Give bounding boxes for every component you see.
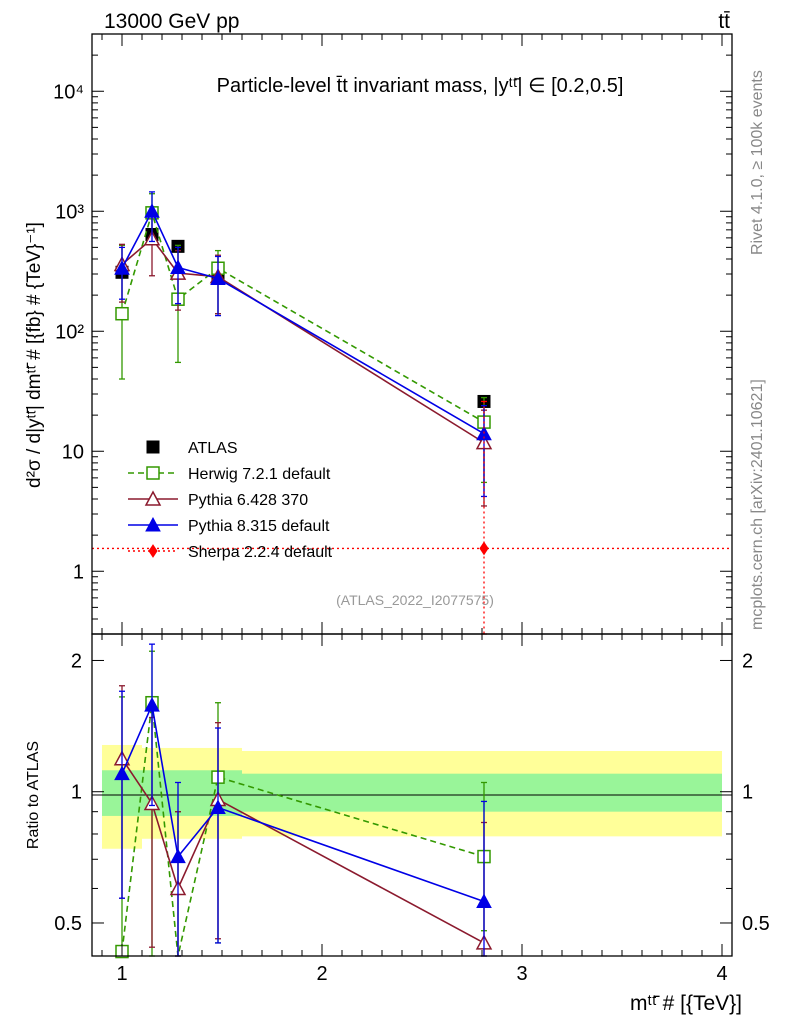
ratio-y-tick-label-right: 2 <box>742 650 753 672</box>
main-pythia-8-315-default-point <box>210 270 226 286</box>
ratio-pythia-8-315-default-point <box>476 893 492 909</box>
main-plot-panel: 1 10 10² 10³ 10⁴ Particle-level t̄t invarian… <box>24 33 733 635</box>
x-tick-label: 2 <box>316 963 327 985</box>
legend-label: Pythia 8.315 default <box>188 518 330 535</box>
main-y-tick-label: 10² <box>55 321 84 343</box>
legend-marker <box>145 516 161 532</box>
ratio-uncertainty-bands <box>102 744 722 849</box>
ratio-y-axis: 0.5 0.5 1 1 2 2 <box>54 650 770 935</box>
ratio-y-tick-label-right: 1 <box>742 782 753 804</box>
main-y-tick-label: 10³ <box>55 201 84 223</box>
main-pythia-8-315-default-point <box>170 259 186 274</box>
x-axis: 1 2 3 4 <box>101 634 728 985</box>
main-pythia-8-315-default-point <box>144 203 160 218</box>
legend-label: Sherpa 2.2.4 default <box>188 544 333 561</box>
ratio-series-layer <box>113 643 493 959</box>
rivet-label: Rivet 4.1.0, ≥ 100k events <box>749 70 766 255</box>
legend-marker <box>146 466 160 480</box>
ratio-y-tick-label: 1 <box>71 782 82 804</box>
ratio-pythia-8-315-default-point <box>210 799 226 815</box>
y-axis-label: d²σ / d|yᵗᵗ̄| dmᵗᵗ̄ # [{fb} # {TeV}⁻¹] <box>24 222 45 488</box>
watermark: (ATLAS_2022_I2077575) <box>336 592 494 608</box>
main-y-axis: 1 10 10² 10³ 10⁴ <box>53 33 732 635</box>
x-tick-label: 1 <box>116 963 127 985</box>
main-herwig-7-2-1-default-point <box>115 306 129 321</box>
ratio-y-axis-label: Ratio to ATLAS <box>25 741 42 849</box>
ratio-inner-band <box>242 773 722 812</box>
main-sherpa-2-2-4-default-point <box>479 541 489 556</box>
x-axis-label: mᵗᵗ̄ # [{TeV}] <box>630 992 742 1015</box>
ratio-pythia-8-315-default-point <box>144 697 160 712</box>
ratio-pythia-8-315-default-point <box>114 765 130 781</box>
ratio-plot-panel: 0.5 0.5 1 1 2 2 1 2 3 4 Ratio to ATLAS mᵗᵗ̄ # [{… <box>25 633 770 1015</box>
ratio-y-tick-label: 0.5 <box>54 913 82 935</box>
legend: ATLAS Herwig 7.2.1 default Pythia 6.428 37… <box>128 440 333 561</box>
ratio-y-tick-label: 2 <box>71 650 82 672</box>
energy-label: 13000 GeV pp <box>104 10 239 33</box>
main-y-tick-label: 10⁴ <box>53 81 84 103</box>
mcplots-label: mcplots.cern.ch [arXiv:2401.10621] <box>749 379 766 630</box>
legend-label: Herwig 7.2.1 default <box>188 466 331 483</box>
legend-label: ATLAS <box>188 440 238 457</box>
main-x-ticks <box>101 34 723 634</box>
legend-label: Pythia 6.428 370 <box>188 492 308 509</box>
x-tick-label: 3 <box>516 963 527 985</box>
plot-title: Particle-level t̄t invariant mass, |yᵗᵗ̄… <box>217 75 624 97</box>
ratio-y-tick-label-right: 0.5 <box>742 913 770 935</box>
legend-marker <box>146 440 160 454</box>
main-pythia-8-315-default-point <box>114 260 130 275</box>
main-y-tick-label: 1 <box>73 561 84 583</box>
ratio-pythia-8-315-default-point <box>170 848 186 864</box>
main-y-tick-label: 10 <box>62 441 84 463</box>
legend-marker <box>144 490 162 506</box>
main-series-layer <box>92 191 732 635</box>
ratio-plot-frame <box>91 633 733 957</box>
x-tick-label: 4 <box>716 963 727 985</box>
legend-marker <box>148 544 158 558</box>
process-label: tt̄ <box>718 10 730 33</box>
